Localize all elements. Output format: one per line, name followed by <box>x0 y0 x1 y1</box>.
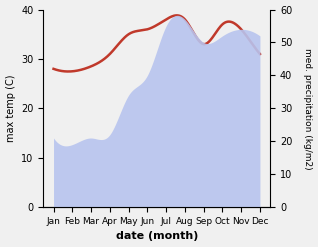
X-axis label: date (month): date (month) <box>115 231 198 242</box>
Y-axis label: med. precipitation (kg/m2): med. precipitation (kg/m2) <box>303 48 313 169</box>
Y-axis label: max temp (C): max temp (C) <box>5 75 16 142</box>
